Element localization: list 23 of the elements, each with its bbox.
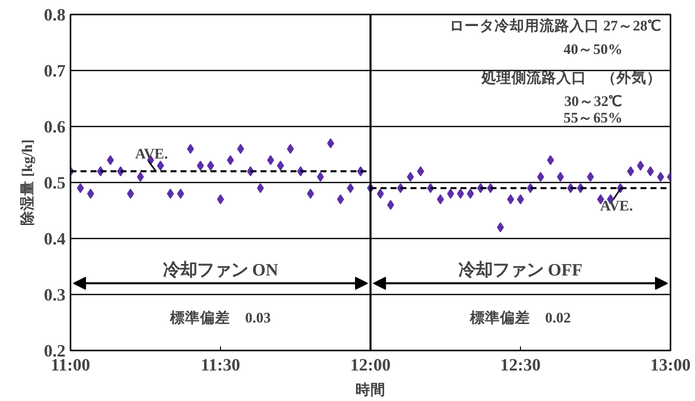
annotation: 55～65% bbox=[564, 110, 622, 127]
annotation: 30～32℃ bbox=[564, 94, 622, 110]
y-tick-label: 0.8 bbox=[44, 6, 66, 24]
annotation: 40～50% bbox=[564, 42, 622, 58]
annotation: 処理側流路入口 （外気） bbox=[480, 68, 662, 86]
y-tick-label: 0.3 bbox=[44, 286, 66, 304]
x-tick-label: 13:00 bbox=[650, 356, 691, 374]
x-tick-label: 12:30 bbox=[500, 356, 541, 374]
y-axis-title: 除湿量 [kg/h] bbox=[18, 139, 36, 226]
annotation: 冷却ファン OFF bbox=[458, 260, 582, 280]
annotation: AVE. bbox=[600, 198, 634, 215]
y-tick-label: 0.7 bbox=[44, 62, 66, 80]
y-tick-label: 0.6 bbox=[44, 118, 66, 136]
x-tick-label: 11:30 bbox=[200, 356, 240, 374]
x-tick-label: 12:00 bbox=[350, 356, 391, 374]
y-tick-label: 0.4 bbox=[44, 230, 66, 248]
annotation: ロータ冷却用流路入口 27～28℃ bbox=[450, 16, 662, 34]
y-tick-label: 0.5 bbox=[44, 174, 66, 192]
annotation: 標準偏差 0.02 bbox=[469, 310, 571, 327]
annotation: AVE. bbox=[135, 146, 168, 162]
x-axis-title: 時間 bbox=[356, 382, 386, 398]
annotation: 標準偏差 0.03 bbox=[169, 310, 271, 327]
annotation: 冷却ファン ON bbox=[162, 260, 279, 280]
